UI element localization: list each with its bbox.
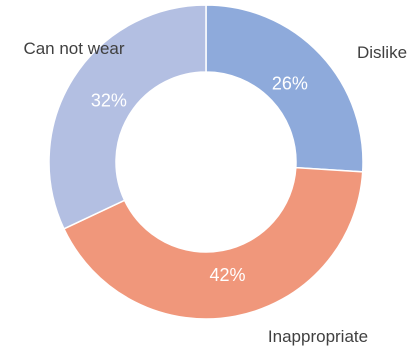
category-label-inappropriate: Inappropriate: [268, 327, 368, 346]
slice-can-not-wear: [48, 4, 207, 230]
value-label-dislike: 26%: [272, 73, 308, 93]
donut-value-labels: 26% 42% 32%: [91, 73, 308, 285]
category-label-can-not-wear: Can not wear: [23, 39, 124, 58]
donut-category-labels: Dislike Inappropriate Can not wear: [23, 39, 407, 346]
donut-slices: [48, 4, 364, 320]
category-label-dislike: Dislike: [357, 43, 407, 62]
slice-inappropriate: [62, 166, 364, 320]
slice-dislike: [205, 4, 364, 173]
value-label-can-not-wear: 32%: [91, 90, 127, 110]
value-label-inappropriate: 42%: [210, 265, 246, 285]
